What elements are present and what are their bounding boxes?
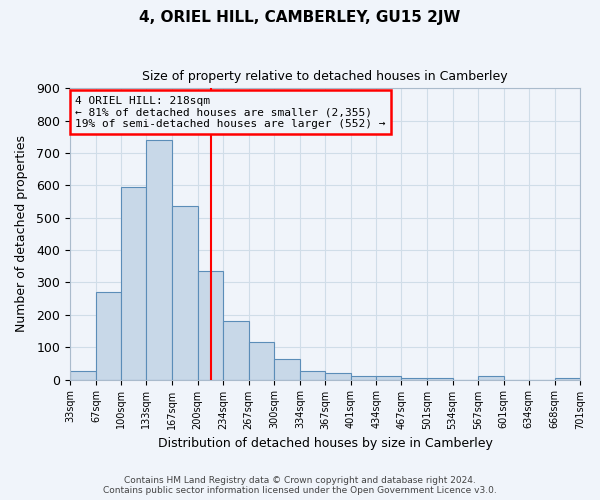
Y-axis label: Number of detached properties: Number of detached properties — [15, 136, 28, 332]
Bar — [248, 342, 274, 380]
Bar — [300, 372, 325, 380]
Bar — [274, 358, 300, 380]
Bar — [376, 376, 401, 380]
Bar — [121, 187, 146, 380]
X-axis label: Distribution of detached houses by size in Camberley: Distribution of detached houses by size … — [158, 437, 493, 450]
Text: Contains HM Land Registry data © Crown copyright and database right 2024.
Contai: Contains HM Land Registry data © Crown c… — [103, 476, 497, 495]
Bar — [172, 206, 197, 380]
Bar — [351, 376, 376, 380]
Bar — [223, 322, 248, 380]
Bar — [478, 376, 503, 380]
Bar — [427, 378, 452, 380]
Bar — [197, 271, 223, 380]
Bar — [555, 378, 580, 380]
Bar — [325, 373, 351, 380]
Bar — [401, 378, 427, 380]
Bar — [96, 292, 121, 380]
Text: 4, ORIEL HILL, CAMBERLEY, GU15 2JW: 4, ORIEL HILL, CAMBERLEY, GU15 2JW — [139, 10, 461, 25]
Title: Size of property relative to detached houses in Camberley: Size of property relative to detached ho… — [142, 70, 508, 83]
Text: 4 ORIEL HILL: 218sqm
← 81% of detached houses are smaller (2,355)
19% of semi-de: 4 ORIEL HILL: 218sqm ← 81% of detached h… — [75, 96, 386, 129]
Bar — [70, 372, 96, 380]
Bar — [146, 140, 172, 380]
